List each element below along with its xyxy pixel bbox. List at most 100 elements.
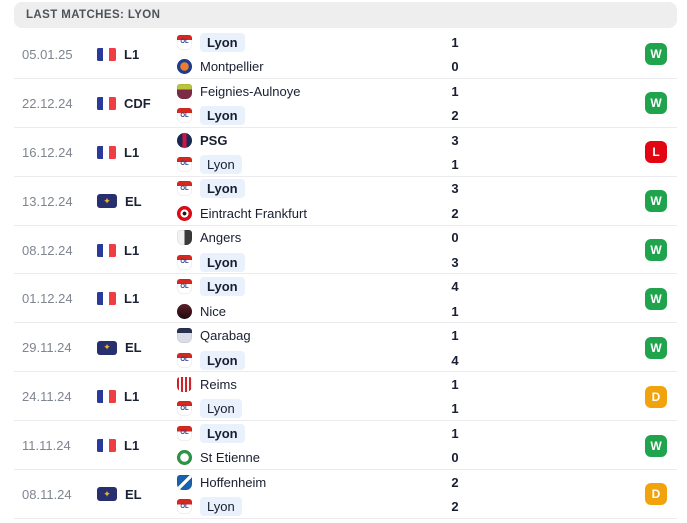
competition: ✦ EL bbox=[97, 194, 177, 209]
team-name: Reims bbox=[200, 376, 237, 392]
match-date: 08.12.24 bbox=[22, 242, 73, 258]
match-row[interactable]: 29.11.24 ✦ EL Qarabag 1 OL Lyon 4 W bbox=[14, 323, 677, 373]
team-name: Feignies-Aulnoye bbox=[200, 83, 301, 99]
competition-code: L1 bbox=[124, 242, 140, 258]
teams: OL Lyon 4 Nice 1 bbox=[177, 274, 645, 323]
team-logo-icon bbox=[177, 205, 192, 221]
europa-league-icon: ✦ bbox=[97, 487, 117, 502]
team-name: PSG bbox=[200, 132, 228, 148]
match-row[interactable]: 22.12.24 CDF Feignies-Aulnoye 1 OL Lyon … bbox=[14, 79, 677, 128]
team-name: Lyon bbox=[200, 32, 245, 52]
team-line: OL Lyon 4 bbox=[177, 348, 645, 372]
competition-code: CDF bbox=[124, 95, 151, 111]
result-badge: W bbox=[645, 287, 667, 310]
team-line: St Etienne 0 bbox=[177, 446, 645, 470]
teams: OL Lyon 1 Montpellier 0 bbox=[177, 30, 645, 79]
match-row[interactable]: 13.12.24 ✦ EL OL Lyon 3 Eintracht Frankf… bbox=[14, 177, 677, 226]
teams: PSG 3 OL Lyon 1 bbox=[177, 128, 645, 177]
competition-code: L1 bbox=[124, 144, 140, 160]
team-logo-icon bbox=[177, 376, 192, 392]
team-logo-icon bbox=[177, 303, 192, 319]
match-row[interactable]: 01.12.24 L1 OL Lyon 4 Nice 1 W bbox=[14, 274, 677, 324]
france-flag-icon bbox=[97, 96, 116, 110]
match-row[interactable]: 11.11.24 L1 OL Lyon 1 St Etienne 0 W bbox=[14, 421, 677, 471]
team-name: Lyon bbox=[200, 106, 245, 126]
match-list: 05.01.25 L1 OL Lyon 1 Montpellier 0 W 22… bbox=[14, 30, 677, 519]
team-score: 1 bbox=[451, 156, 459, 172]
team-name: Hoffenheim bbox=[200, 474, 267, 490]
team-score: 1 bbox=[451, 34, 459, 50]
team-line: OL Lyon 2 bbox=[177, 103, 645, 127]
match-date: 11.11.24 bbox=[22, 438, 71, 454]
panel-header: LAST MATCHES: LYON bbox=[14, 2, 677, 28]
team-logo-icon bbox=[177, 474, 192, 490]
team-score: 0 bbox=[451, 59, 459, 75]
team-logo-icon bbox=[177, 328, 192, 344]
competition: L1 bbox=[97, 243, 177, 258]
team-score: 0 bbox=[451, 230, 459, 246]
team-name: St Etienne bbox=[200, 450, 260, 466]
team-score: 4 bbox=[451, 352, 459, 368]
result-badge: L bbox=[645, 141, 667, 164]
france-flag-icon bbox=[97, 292, 116, 306]
teams: OL Lyon 3 Eintracht Frankfurt 2 bbox=[177, 177, 645, 226]
match-row[interactable]: 05.01.25 L1 OL Lyon 1 Montpellier 0 W bbox=[14, 30, 677, 79]
team-score: 3 bbox=[451, 181, 459, 197]
europa-league-icon: ✦ bbox=[97, 194, 117, 209]
match-date: 22.12.24 bbox=[22, 95, 73, 111]
team-score: 1 bbox=[451, 401, 459, 417]
competition-code: EL bbox=[125, 486, 142, 502]
match-row[interactable]: 08.12.24 L1 Angers 0 OL Lyon 3 W bbox=[14, 226, 677, 275]
team-logo-icon: OL bbox=[177, 279, 192, 295]
team-logo-icon bbox=[177, 59, 192, 75]
match-row[interactable]: 24.11.24 L1 Reims 1 OL Lyon 1 D bbox=[14, 372, 677, 422]
team-score: 3 bbox=[451, 254, 459, 270]
match-date: 13.12.24 bbox=[22, 193, 73, 209]
team-line: PSG 3 bbox=[177, 128, 645, 152]
team-line: Angers 0 bbox=[177, 226, 645, 250]
team-name: Nice bbox=[200, 303, 227, 319]
team-score: 2 bbox=[451, 474, 459, 490]
team-line: Montpellier 0 bbox=[177, 54, 645, 78]
team-score: 4 bbox=[451, 279, 459, 295]
team-name: Lyon bbox=[200, 154, 242, 174]
result-badge: W bbox=[645, 336, 667, 359]
team-line: OL Lyon 1 bbox=[177, 152, 645, 176]
match-date: 24.11.24 bbox=[22, 389, 72, 405]
match-date: 05.01.25 bbox=[22, 46, 73, 62]
teams: Feignies-Aulnoye 1 OL Lyon 2 bbox=[177, 79, 645, 128]
panel-title: LAST MATCHES: LYON bbox=[26, 9, 161, 21]
team-line: OL Lyon 1 bbox=[177, 421, 645, 445]
france-flag-icon bbox=[97, 390, 116, 404]
team-logo-icon: OL bbox=[177, 108, 192, 124]
team-line: Reims 1 bbox=[177, 372, 645, 396]
competition-code: EL bbox=[125, 193, 142, 209]
team-name: Eintracht Frankfurt bbox=[200, 205, 307, 221]
team-line: OL Lyon 3 bbox=[177, 250, 645, 274]
competition: CDF bbox=[97, 96, 177, 111]
competition: L1 bbox=[97, 389, 177, 404]
france-flag-icon bbox=[97, 439, 116, 453]
team-logo-icon bbox=[177, 230, 192, 246]
match-row[interactable]: 16.12.24 L1 PSG 3 OL Lyon 1 L bbox=[14, 128, 677, 177]
team-line: OL Lyon 3 bbox=[177, 177, 645, 201]
competition-code: L1 bbox=[124, 46, 140, 62]
team-score: 0 bbox=[451, 450, 459, 466]
team-line: OL Lyon 4 bbox=[177, 274, 645, 298]
competition: L1 bbox=[97, 47, 177, 62]
result-badge: W bbox=[645, 92, 667, 115]
result-badge: D bbox=[645, 483, 667, 506]
match-row[interactable]: 08.11.24 ✦ EL Hoffenheim 2 OL Lyon 2 D bbox=[14, 470, 677, 519]
result-badge: D bbox=[645, 385, 667, 408]
team-name: Lyon bbox=[200, 179, 245, 199]
team-logo-icon bbox=[177, 83, 192, 99]
team-line: Hoffenheim 2 bbox=[177, 470, 645, 494]
competition: ✦ EL bbox=[97, 340, 177, 355]
team-score: 3 bbox=[451, 132, 459, 148]
europa-league-icon: ✦ bbox=[97, 340, 117, 355]
competition-code: L1 bbox=[124, 291, 140, 307]
team-name: Lyon bbox=[200, 497, 242, 517]
competition-code: L1 bbox=[124, 389, 140, 405]
team-score: 2 bbox=[451, 108, 459, 124]
teams: Hoffenheim 2 OL Lyon 2 bbox=[177, 470, 645, 519]
